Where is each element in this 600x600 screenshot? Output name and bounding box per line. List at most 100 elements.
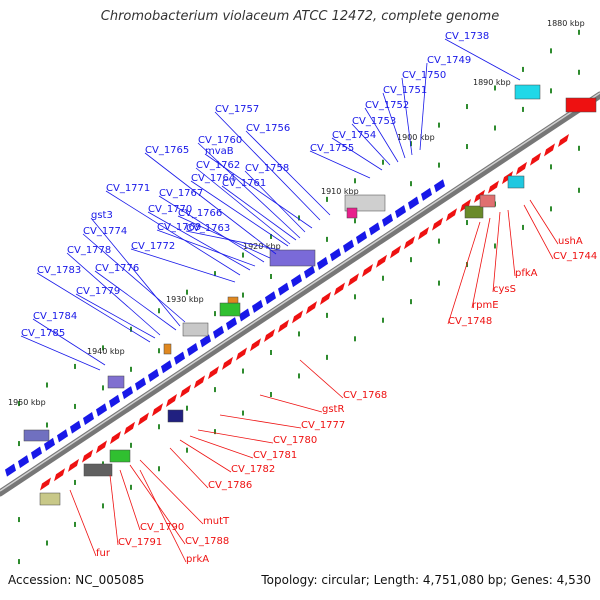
homology-box[interactable]: [23, 429, 50, 442]
gene-label-reverse[interactable]: rpmE: [472, 300, 499, 311]
forward-gene-arrow[interactable]: [109, 394, 120, 408]
forward-gene-arrow[interactable]: [317, 256, 328, 270]
gene-label-forward[interactable]: CV_1767: [159, 188, 203, 199]
gene-label-reverse[interactable]: CV_1744: [553, 251, 597, 262]
forward-gene-arrow[interactable]: [356, 230, 367, 244]
forward-gene-arrow[interactable]: [122, 386, 133, 400]
homology-box[interactable]: [219, 302, 241, 317]
reverse-gene-arrow[interactable]: [40, 477, 51, 491]
gene-label-forward[interactable]: CV_1779: [76, 286, 120, 297]
forward-gene-arrow[interactable]: [226, 317, 237, 331]
homology-box[interactable]: [107, 375, 125, 389]
homology-box[interactable]: [83, 463, 113, 477]
reverse-gene-arrow[interactable]: [530, 152, 541, 166]
gene-label-forward[interactable]: gst3: [91, 210, 113, 221]
gene-label-reverse[interactable]: CV_1768: [343, 390, 387, 401]
forward-gene-arrow[interactable]: [382, 213, 393, 227]
forward-gene-arrow[interactable]: [434, 179, 445, 193]
forward-gene-arrow[interactable]: [18, 455, 29, 469]
forward-gene-arrow[interactable]: [330, 248, 341, 262]
homology-box[interactable]: [163, 343, 172, 355]
forward-gene-arrow[interactable]: [5, 463, 16, 477]
gene-label-forward[interactable]: CV_1762: [196, 160, 240, 171]
gene-label-reverse[interactable]: fur: [96, 548, 111, 559]
gene-label-reverse[interactable]: CV_1781: [253, 450, 297, 461]
homology-box[interactable]: [464, 205, 484, 219]
reverse-gene-arrow[interactable]: [110, 431, 121, 445]
reverse-gene-arrow[interactable]: [516, 161, 527, 175]
reverse-gene-arrow[interactable]: [544, 143, 555, 157]
homology-box[interactable]: [167, 409, 184, 423]
gene-label-reverse[interactable]: ushA: [558, 236, 583, 247]
reverse-gene-arrow[interactable]: [292, 310, 303, 324]
homology-box[interactable]: [39, 492, 61, 506]
homology-box[interactable]: [182, 322, 209, 337]
reverse-gene-arrow[interactable]: [208, 366, 219, 380]
gene-label-forward[interactable]: CV_1760: [198, 135, 242, 146]
reverse-gene-arrow[interactable]: [348, 273, 359, 287]
reverse-gene-arrow[interactable]: [432, 217, 443, 231]
reverse-gene-arrow[interactable]: [250, 338, 261, 352]
reverse-gene-arrow[interactable]: [124, 421, 135, 435]
gene-label-forward[interactable]: CV_1754: [332, 130, 376, 141]
reverse-gene-arrow[interactable]: [264, 328, 275, 342]
forward-gene-arrow[interactable]: [44, 437, 55, 451]
gene-label-forward[interactable]: CV_1758: [245, 163, 289, 174]
homology-box[interactable]: [269, 249, 316, 267]
forward-gene-arrow[interactable]: [83, 411, 94, 425]
gene-label-forward[interactable]: CV_1756: [246, 123, 290, 134]
gene-label-forward[interactable]: CV_1755: [310, 143, 354, 154]
reverse-gene-arrow[interactable]: [558, 134, 569, 148]
forward-gene-arrow[interactable]: [161, 360, 172, 374]
gene-label-reverse[interactable]: mutT: [203, 516, 230, 527]
forward-gene-arrow[interactable]: [304, 265, 315, 279]
gene-label-reverse[interactable]: CV_1748: [448, 316, 492, 327]
reverse-gene-arrow[interactable]: [236, 347, 247, 361]
forward-gene-arrow[interactable]: [343, 239, 354, 253]
forward-gene-arrow[interactable]: [96, 403, 107, 417]
gene-label-forward[interactable]: CV_1766: [178, 208, 222, 219]
reverse-gene-arrow[interactable]: [446, 208, 457, 222]
reverse-gene-arrow[interactable]: [474, 189, 485, 203]
reverse-gene-arrow[interactable]: [222, 356, 233, 370]
gene-label-forward[interactable]: CV_1772: [131, 241, 175, 252]
gene-label-forward[interactable]: CV_1753: [352, 116, 396, 127]
reverse-gene-arrow[interactable]: [180, 384, 191, 398]
gene-label-reverse[interactable]: CV_1791: [118, 537, 162, 548]
gene-label-forward[interactable]: CV_1769: [157, 222, 201, 233]
forward-gene-arrow[interactable]: [187, 343, 198, 357]
gene-label-reverse[interactable]: CV_1788: [185, 536, 229, 547]
reverse-gene-arrow[interactable]: [68, 458, 79, 472]
gene-label-forward[interactable]: CV_1749: [427, 55, 471, 66]
reverse-gene-arrow[interactable]: [54, 468, 65, 482]
gene-label-reverse[interactable]: pfkA: [515, 268, 538, 279]
reverse-gene-arrow[interactable]: [152, 403, 163, 417]
gene-label-reverse[interactable]: prkA: [186, 554, 209, 565]
homology-box[interactable]: [507, 175, 525, 189]
gene-label-reverse[interactable]: CV_1777: [301, 420, 345, 431]
homology-box[interactable]: [227, 296, 239, 304]
homology-box[interactable]: [514, 84, 541, 100]
forward-gene-arrow[interactable]: [252, 299, 263, 313]
reverse-gene-arrow[interactable]: [488, 180, 499, 194]
reverse-gene-arrow[interactable]: [502, 171, 513, 185]
gene-label-reverse[interactable]: CV_1790: [140, 522, 184, 533]
gene-label-forward[interactable]: CV_1750: [402, 70, 446, 81]
gene-label-forward[interactable]: CV_1784: [33, 311, 77, 322]
homology-box[interactable]: [479, 194, 496, 208]
forward-gene-arrow[interactable]: [278, 282, 289, 296]
gene-label-forward[interactable]: mvaB: [205, 146, 234, 157]
forward-gene-arrow[interactable]: [239, 308, 250, 322]
forward-gene-arrow[interactable]: [291, 274, 302, 288]
gene-label-forward[interactable]: CV_1738: [445, 31, 489, 42]
gene-label-reverse[interactable]: gstR: [322, 404, 344, 415]
forward-gene-arrow[interactable]: [174, 351, 185, 365]
reverse-gene-arrow[interactable]: [306, 301, 317, 315]
reverse-gene-arrow[interactable]: [418, 226, 429, 240]
forward-gene-arrow[interactable]: [148, 368, 159, 382]
gene-label-forward[interactable]: CV_1783: [37, 265, 81, 276]
forward-gene-arrow[interactable]: [395, 205, 406, 219]
forward-gene-arrow[interactable]: [369, 222, 380, 236]
forward-gene-arrow[interactable]: [265, 291, 276, 305]
homology-box[interactable]: [346, 207, 358, 219]
